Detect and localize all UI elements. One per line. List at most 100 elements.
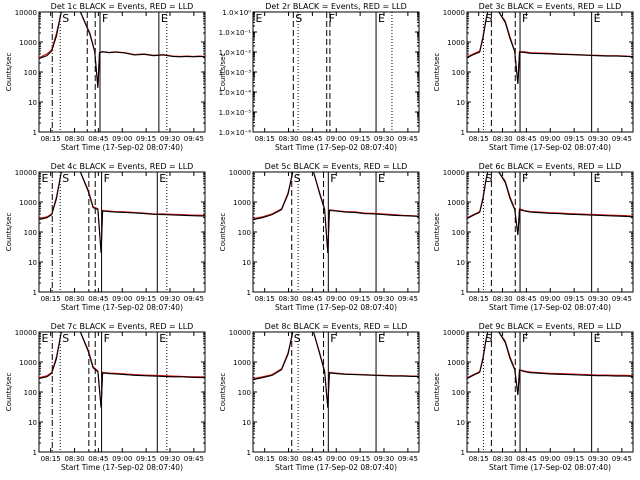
marker-label: S <box>485 172 492 185</box>
marker-label: S <box>62 12 69 25</box>
y-tick-label: 1.0×10⁰ <box>222 9 251 17</box>
x-axis-label: Start Time (17-Sep-02 08:07:40) <box>489 143 611 152</box>
panel-title: Det 5c BLACK = Events, RED = LLD <box>265 162 408 171</box>
marker-label: E <box>159 332 166 345</box>
series-line-events <box>467 172 633 235</box>
y-tick-label: 100 <box>452 69 465 77</box>
y-tick-label: 1.0×10⁻¹ <box>219 29 252 37</box>
y-tick-label: 100 <box>238 389 251 397</box>
y-axis-label: Counts/sec <box>5 213 13 252</box>
plot-frame <box>38 11 206 133</box>
x-tick-label: 09:30 <box>160 455 180 463</box>
y-tick-label: 10 <box>456 419 465 427</box>
x-tick-label: 09:45 <box>612 295 632 303</box>
marker-label: F <box>522 332 528 345</box>
plot-frame <box>466 11 634 133</box>
panel-det-9: Det 9c BLACK = Events, RED = LLD 1 10 100 10… <box>433 322 634 472</box>
x-tick-label: 09:30 <box>588 295 608 303</box>
x-tick-label: 09:45 <box>184 295 204 303</box>
marker-label: E <box>594 332 601 345</box>
x-tick-label: 08:30 <box>278 455 298 463</box>
x-tick-label: 09:15 <box>136 455 156 463</box>
y-axis-label: Counts/sec <box>433 53 441 92</box>
panel-det-3: Det 3c BLACK = Events, RED = LLD 1 10 100 10… <box>433 2 634 152</box>
marker-label: E <box>594 12 601 25</box>
series-line-events <box>39 172 205 254</box>
panel-det-6: Det 6c BLACK = Events, RED = LLD 1 10 100 10… <box>433 162 634 312</box>
marker-label: F <box>104 332 110 345</box>
marker-label: E <box>378 12 385 25</box>
marker-label: F <box>330 332 336 345</box>
y-tick-label: 10000 <box>229 329 251 337</box>
marker-label: E <box>256 12 263 25</box>
x-tick-label: 09:30 <box>588 455 608 463</box>
x-tick-label: 09:45 <box>398 455 418 463</box>
x-tick-label: 08:30 <box>64 295 84 303</box>
x-tick-label: 09:30 <box>160 135 180 143</box>
marker-label: E <box>42 332 49 345</box>
x-tick-label: 08:30 <box>492 135 512 143</box>
y-axis-label: Counts/sec <box>433 213 441 252</box>
x-tick-label: 08:15 <box>41 295 61 303</box>
x-axis-label: Start Time (17-Sep-02 08:07:40) <box>489 463 611 472</box>
marker-label: S <box>62 332 69 345</box>
x-tick-label: 08:15 <box>469 295 489 303</box>
x-tick-label: 09:00 <box>540 135 560 143</box>
panel-det-8: Det 8c BLACK = Events, RED = LLD 1 10 100 10… <box>219 322 420 472</box>
x-tick-label: 08:45 <box>302 455 322 463</box>
y-tick-label: 10000 <box>443 169 465 177</box>
x-tick-label: 09:15 <box>136 135 156 143</box>
y-tick-label: 10 <box>242 259 251 267</box>
y-tick-label: 10 <box>28 259 37 267</box>
x-tick-label: 08:45 <box>302 295 322 303</box>
x-tick-label: 08:30 <box>278 135 298 143</box>
series-line-events <box>39 12 205 88</box>
y-tick-label: 1 <box>247 449 251 457</box>
y-tick-label: 10000 <box>15 169 37 177</box>
y-tick-label: 1000 <box>447 39 465 47</box>
y-tick-label: 1 <box>461 289 465 297</box>
plot-frame <box>466 171 634 293</box>
x-tick-label: 08:15 <box>255 295 275 303</box>
marker-label: S <box>295 12 302 25</box>
y-tick-label: 1000 <box>233 199 251 207</box>
y-axis-label: Counts/sec <box>219 213 227 252</box>
y-tick-label: 1.0×10⁻⁶ <box>219 129 252 137</box>
x-tick-label: 09:15 <box>564 455 584 463</box>
x-tick-label: 09:00 <box>540 295 560 303</box>
marker-label: F <box>522 12 528 25</box>
x-tick-label: 08:15 <box>41 135 61 143</box>
x-tick-label: 08:30 <box>492 295 512 303</box>
x-tick-label: 08:45 <box>516 455 536 463</box>
x-tick-label: 09:00 <box>112 295 132 303</box>
x-tick-label: 09:30 <box>374 455 394 463</box>
plot-frame <box>252 11 420 133</box>
y-tick-label: 10000 <box>229 169 251 177</box>
x-axis-label: Start Time (17-Sep-02 08:07:40) <box>61 143 183 152</box>
marker-label: F <box>104 172 110 185</box>
panel-title: Det 2r BLACK = Events, RED = LLD <box>265 2 407 11</box>
y-tick-label: 10000 <box>443 9 465 17</box>
marker-label: S <box>294 172 301 185</box>
y-tick-label: 1.0×10⁻² <box>219 49 252 57</box>
marker-label: S <box>485 12 492 25</box>
panel-det-5: Det 5c BLACK = Events, RED = LLD 1 10 100 10… <box>219 162 420 312</box>
panel-title: Det 7c BLACK = Events, RED = LLD <box>51 322 194 331</box>
y-tick-label: 10 <box>242 419 251 427</box>
panel-title: Det 3c BLACK = Events, RED = LLD <box>479 2 622 11</box>
plot-frame <box>466 331 634 453</box>
x-tick-label: 09:15 <box>564 135 584 143</box>
y-axis-label: Counts/sec <box>219 373 227 412</box>
marker-label: F <box>522 172 528 185</box>
marker-label: E <box>594 172 601 185</box>
plot-frame <box>38 331 206 453</box>
marker-label: E <box>161 12 168 25</box>
y-tick-label: 10000 <box>443 329 465 337</box>
x-tick-label: 09:45 <box>398 135 418 143</box>
plot-frame <box>252 171 420 293</box>
panel-det-4: Det 4c BLACK = Events, RED = LLD 1 10 100 10… <box>5 162 206 312</box>
x-tick-label: 08:15 <box>469 135 489 143</box>
y-tick-label: 1000 <box>447 199 465 207</box>
y-tick-label: 10000 <box>15 9 37 17</box>
panel-title: Det 4c BLACK = Events, RED = LLD <box>51 162 194 171</box>
